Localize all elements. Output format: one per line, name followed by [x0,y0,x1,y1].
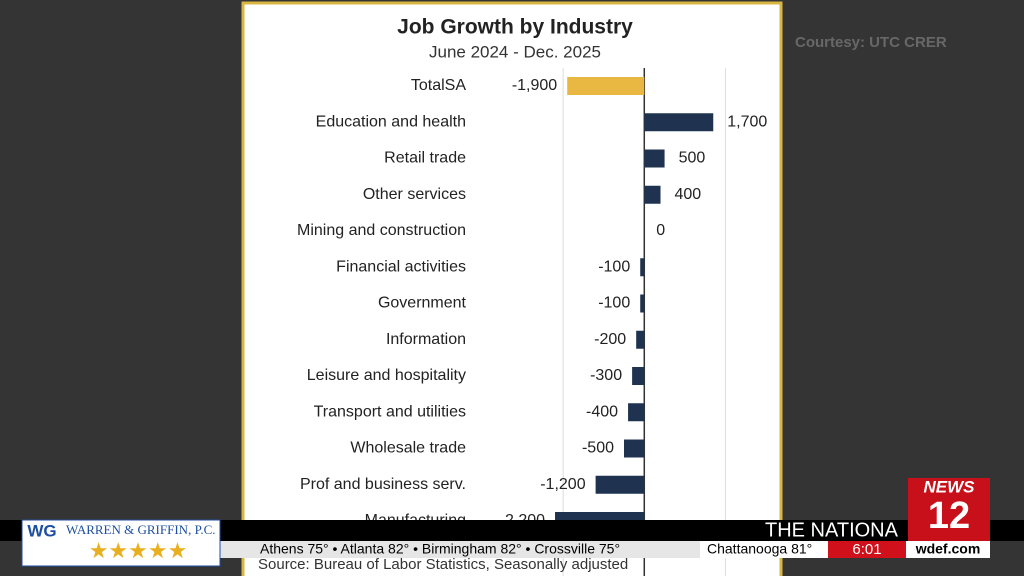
bar [636,330,645,349]
bar [567,77,645,95]
stars: ★★★★★ [89,538,188,563]
sponsor-box [21,519,221,567]
chart-subtitle: June 2024 - Dec. 2025 [429,42,601,61]
courtesy: Courtesy: UTC CRER [795,34,947,51]
bar [595,475,645,494]
site-box [906,541,990,558]
bar [644,185,661,204]
bar [644,149,665,168]
category-label: Other services [363,186,466,203]
category-label: Financial activities [336,258,466,275]
bar [644,113,714,132]
value-label: -100 [598,295,630,312]
station-site: wdef.com [915,541,981,557]
sponsor-logo: WG [27,521,56,540]
bar [628,403,645,422]
category-label: Information [386,331,466,348]
local-bar [700,541,828,558]
station-logo [908,478,990,541]
local-weather: Chattanooga 81° [707,541,812,557]
bar [624,439,645,458]
value-label: -500 [582,440,614,457]
time-box [828,541,906,558]
bar [640,258,645,277]
category-label: Prof and business serv. [300,476,466,493]
bar [632,367,645,385]
chart-panel [241,1,783,576]
time: 6:01 [852,541,881,558]
value-label: -100 [598,258,630,275]
sponsor: WARREN & GRIFFIN, P.C. [66,522,216,537]
station-news: NEWS [924,477,976,496]
plot: TotalSA -1,900 Education and health 1,700 Re… [297,68,767,576]
category-label: TotalSA [411,77,466,94]
category-label: Leisure and hospitality [307,367,466,384]
value-label: 400 [675,186,702,203]
category-label: Wholesale trade [350,440,466,457]
ticker: Athens 75° • Atlanta 82° • Birmingham 82… [260,541,620,557]
value-label: -300 [590,367,622,384]
category-label: Education and health [316,113,466,130]
headline-bar [0,520,1024,541]
category-label: Mining and construction [297,222,466,239]
station-number: 12 [928,495,970,537]
bar [640,294,645,313]
category-label: Transport and utilities [314,403,466,420]
value-label: -1,900 [512,77,557,94]
value-label: 0 [656,222,665,239]
value-label: -1,200 [540,476,585,493]
category-label: Retail trade [384,150,466,167]
value-label: -200 [594,331,626,348]
value-label: 500 [679,150,706,167]
ticker-bar [220,541,700,558]
category-label: Government [378,295,467,312]
value-label: 1,700 [727,113,767,130]
chart-title: Job Growth by Industry [397,16,633,39]
source: Source: Bureau of Labor Statistics, Seas… [258,556,628,573]
value-label: -400 [586,403,618,420]
headline: THE NATIONA [765,519,899,541]
